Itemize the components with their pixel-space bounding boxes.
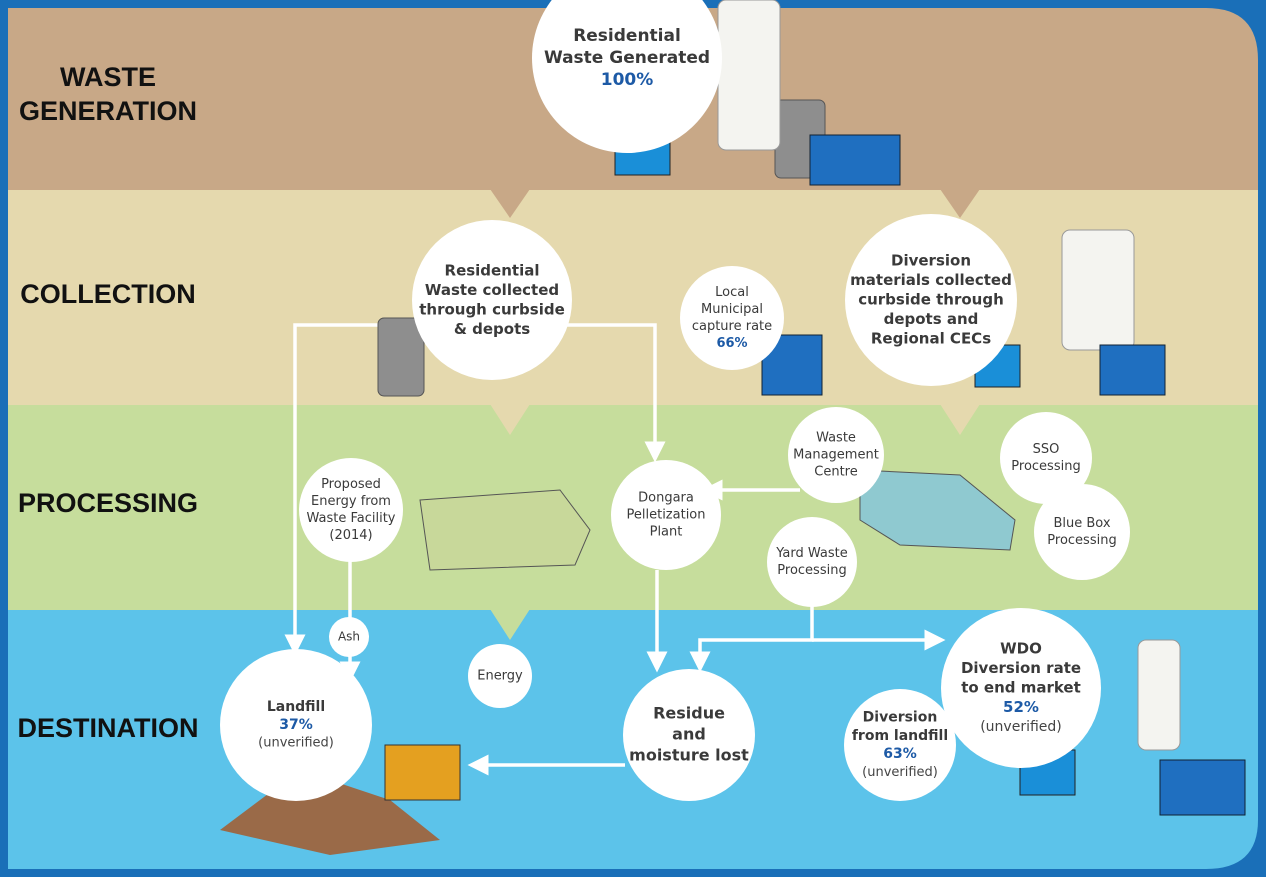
node-label: Diversion bbox=[863, 710, 938, 726]
node-value: 37% bbox=[279, 717, 313, 733]
node-label: Municipal bbox=[701, 302, 763, 317]
diagram: WASTE GENERATION COLLECTION PROCESSING DESTI… bbox=[0, 0, 1266, 877]
node-label: Blue Box bbox=[1053, 516, 1110, 531]
node-label: Residential bbox=[573, 26, 681, 46]
stage-label: WASTE bbox=[60, 62, 156, 92]
node: Landfill 37% (unverified) bbox=[220, 649, 372, 801]
node-label: Waste collected bbox=[425, 281, 559, 299]
node-label: and bbox=[672, 725, 706, 744]
node-label: materials collected bbox=[850, 271, 1012, 289]
node-label: curbside through bbox=[858, 291, 1004, 309]
node-label: to end market bbox=[961, 679, 1081, 697]
node-label: capture rate bbox=[692, 319, 772, 334]
node-label: Management bbox=[793, 448, 879, 463]
fridge bbox=[1138, 640, 1180, 750]
node-label: Ash bbox=[338, 630, 360, 644]
node-label: Waste bbox=[816, 431, 856, 446]
node-label: Centre bbox=[814, 464, 857, 479]
node-label: depots and bbox=[884, 310, 979, 328]
blue-box bbox=[810, 135, 900, 185]
node-label: Energy from bbox=[311, 494, 391, 509]
node-label: Proposed bbox=[321, 477, 381, 492]
blue-box bbox=[1100, 345, 1165, 395]
node-label: Residential bbox=[445, 261, 540, 279]
node-label: & depots bbox=[454, 320, 530, 338]
node-label: WDO bbox=[1000, 640, 1042, 658]
node-value: 100% bbox=[601, 70, 654, 90]
building bbox=[420, 490, 590, 570]
node-label: Regional CECs bbox=[871, 330, 991, 348]
fridge bbox=[1062, 230, 1134, 350]
stage-label: DESTINATION bbox=[18, 713, 199, 743]
node-label: (2014) bbox=[329, 528, 372, 543]
node-label: Processing bbox=[1011, 459, 1080, 474]
node-label: Waste Generated bbox=[544, 48, 710, 68]
node-note: (unverified) bbox=[258, 736, 334, 751]
node: Yard Waste Processing bbox=[767, 517, 857, 607]
node-label: Local bbox=[715, 285, 749, 300]
blue-box bbox=[1160, 760, 1245, 815]
node-label: Landfill bbox=[267, 699, 325, 715]
stage-label: GENERATION bbox=[19, 96, 197, 126]
stage-label: COLLECTION bbox=[20, 279, 196, 309]
bulldozer bbox=[385, 745, 460, 800]
node-value: 52% bbox=[1003, 698, 1039, 716]
node: Blue Box Processing bbox=[1034, 484, 1130, 580]
node-circle bbox=[844, 689, 956, 801]
node-label: through curbside bbox=[419, 300, 565, 318]
node-value: 66% bbox=[716, 336, 747, 351]
node-label: Yard Waste bbox=[775, 546, 847, 561]
node-label: Dongara bbox=[638, 491, 694, 506]
node-label: moisture lost bbox=[629, 745, 749, 764]
fridge bbox=[718, 0, 780, 150]
node-value: 63% bbox=[883, 746, 917, 762]
node-label: Processing bbox=[1047, 533, 1116, 548]
garbage-can bbox=[378, 318, 424, 396]
node-label: Waste Facility bbox=[306, 511, 395, 526]
node-label: Pelletization bbox=[627, 508, 706, 523]
page: {"stages": [ {"lines": ["WASTE", "GENERA… bbox=[0, 0, 1266, 877]
node: Proposed Energy from Waste Facility (2014) bbox=[299, 458, 403, 562]
node: Local Municipal capture rate 66% bbox=[680, 266, 784, 370]
node: Ash bbox=[329, 617, 369, 657]
node-label: from landfill bbox=[852, 728, 948, 744]
node-note: (unverified) bbox=[862, 765, 938, 780]
stage-label: PROCESSING bbox=[18, 488, 198, 518]
node-label: Residue bbox=[653, 704, 725, 723]
node-label: Diversion bbox=[891, 252, 971, 270]
node-label: Plant bbox=[650, 524, 683, 539]
node-label: SSO bbox=[1033, 442, 1060, 457]
node-label: Processing bbox=[777, 563, 846, 578]
node-note: (unverified) bbox=[980, 719, 1062, 735]
node-label: Diversion rate bbox=[961, 659, 1081, 677]
node-label: Energy bbox=[477, 669, 523, 684]
node: Energy bbox=[468, 644, 532, 708]
node: Diversion from landfill 63% (unverified) bbox=[844, 689, 956, 801]
